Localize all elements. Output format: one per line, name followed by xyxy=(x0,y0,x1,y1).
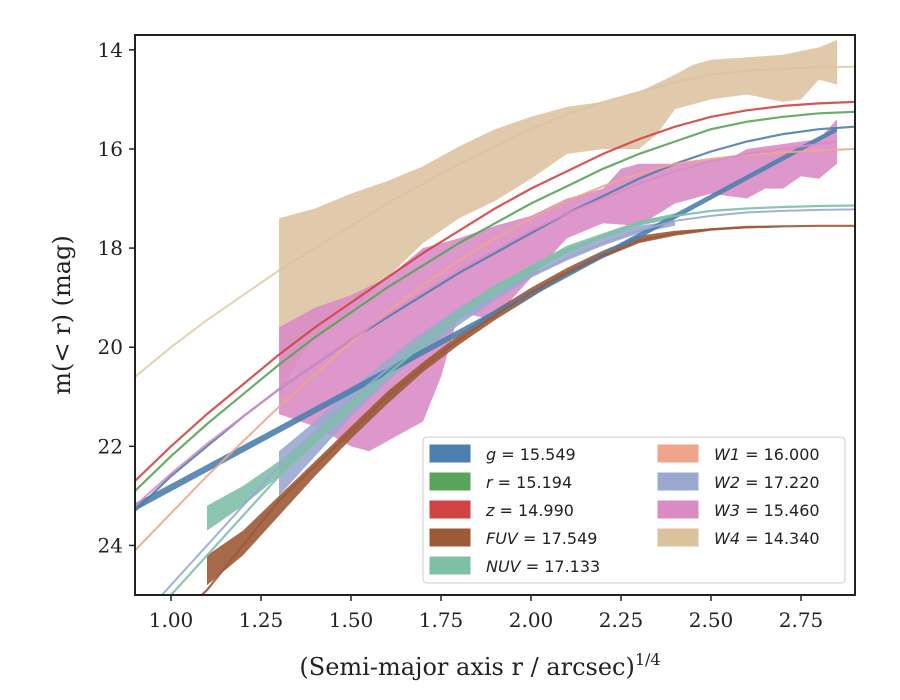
y-axis-label: m(< r) (mag) xyxy=(48,235,76,394)
legend-swatch-w4 xyxy=(657,528,699,547)
y-tick-label: 14 xyxy=(98,38,123,62)
band-layer xyxy=(135,40,837,586)
y-tick-label: 16 xyxy=(98,137,123,161)
legend-swatch-z xyxy=(429,500,471,519)
curve-fuv xyxy=(200,224,855,595)
curve-r xyxy=(135,110,855,492)
x-tick-label: 1.50 xyxy=(329,608,374,632)
legend-label-fuv: FUV = 17.549 xyxy=(486,529,597,548)
x-tick-label: 2.50 xyxy=(689,608,734,632)
legend-label-g: g = 15.549 xyxy=(486,445,576,464)
y-tick-label: 18 xyxy=(98,236,123,260)
curve-w3 xyxy=(135,140,838,507)
legend-label-w2: W2 = 17.220 xyxy=(714,473,820,492)
legend: g = 15.549 r = 15.194 z = 14.990 FUV = 17.5… xyxy=(422,436,846,584)
curve-nuv xyxy=(169,204,855,595)
y-tick-label: 20 xyxy=(98,335,123,359)
legend-label-w1: W1 = 16.000 xyxy=(714,445,820,464)
legend-swatch-w3 xyxy=(657,500,699,519)
y-tick-label: 24 xyxy=(98,533,123,557)
curve-z xyxy=(135,100,855,482)
x-axis-label-superscript: 1/4 xyxy=(635,650,661,669)
legend-label-w3: W3 = 15.460 xyxy=(714,501,820,520)
plot-frame xyxy=(134,34,856,596)
x-tick-label: 1.25 xyxy=(239,608,284,632)
band-g xyxy=(135,126,837,511)
legend-label-z: z = 14.990 xyxy=(485,501,574,520)
legend-box xyxy=(422,436,846,584)
x-tick-label: 1.75 xyxy=(419,608,464,632)
curve-layer xyxy=(135,65,855,595)
curve-w4 xyxy=(135,65,855,378)
x-tick-label: 1.00 xyxy=(149,608,194,632)
x-axis: 1.00 1.25 1.50 1.75 2.00 2.25 2.50 2.75 xyxy=(149,595,824,632)
legend-label-r: r = 15.194 xyxy=(486,473,572,492)
legend-swatch-w1 xyxy=(657,444,699,463)
x-tick-label: 2.25 xyxy=(599,608,644,632)
band-w4 xyxy=(279,40,837,397)
y-tick-label: 22 xyxy=(98,434,123,458)
legend-label-w4: W4 = 14.340 xyxy=(714,529,820,548)
x-tick-label: 2.00 xyxy=(509,608,554,632)
legend-swatch-g xyxy=(429,444,471,463)
legend-swatch-w2 xyxy=(657,472,699,491)
curve-w2 xyxy=(160,208,855,595)
y-axis: 14 16 18 20 22 24 xyxy=(98,38,135,557)
legend-swatch-nuv xyxy=(429,556,471,575)
legend-swatch-fuv xyxy=(429,528,471,547)
x-axis-label: (Semi-major axis r / arcsec)1/4 xyxy=(299,650,660,681)
legend-swatch-r xyxy=(429,472,471,491)
legend-label-nuv: NUV = 17.133 xyxy=(486,557,600,576)
x-tick-label: 2.75 xyxy=(779,608,824,632)
